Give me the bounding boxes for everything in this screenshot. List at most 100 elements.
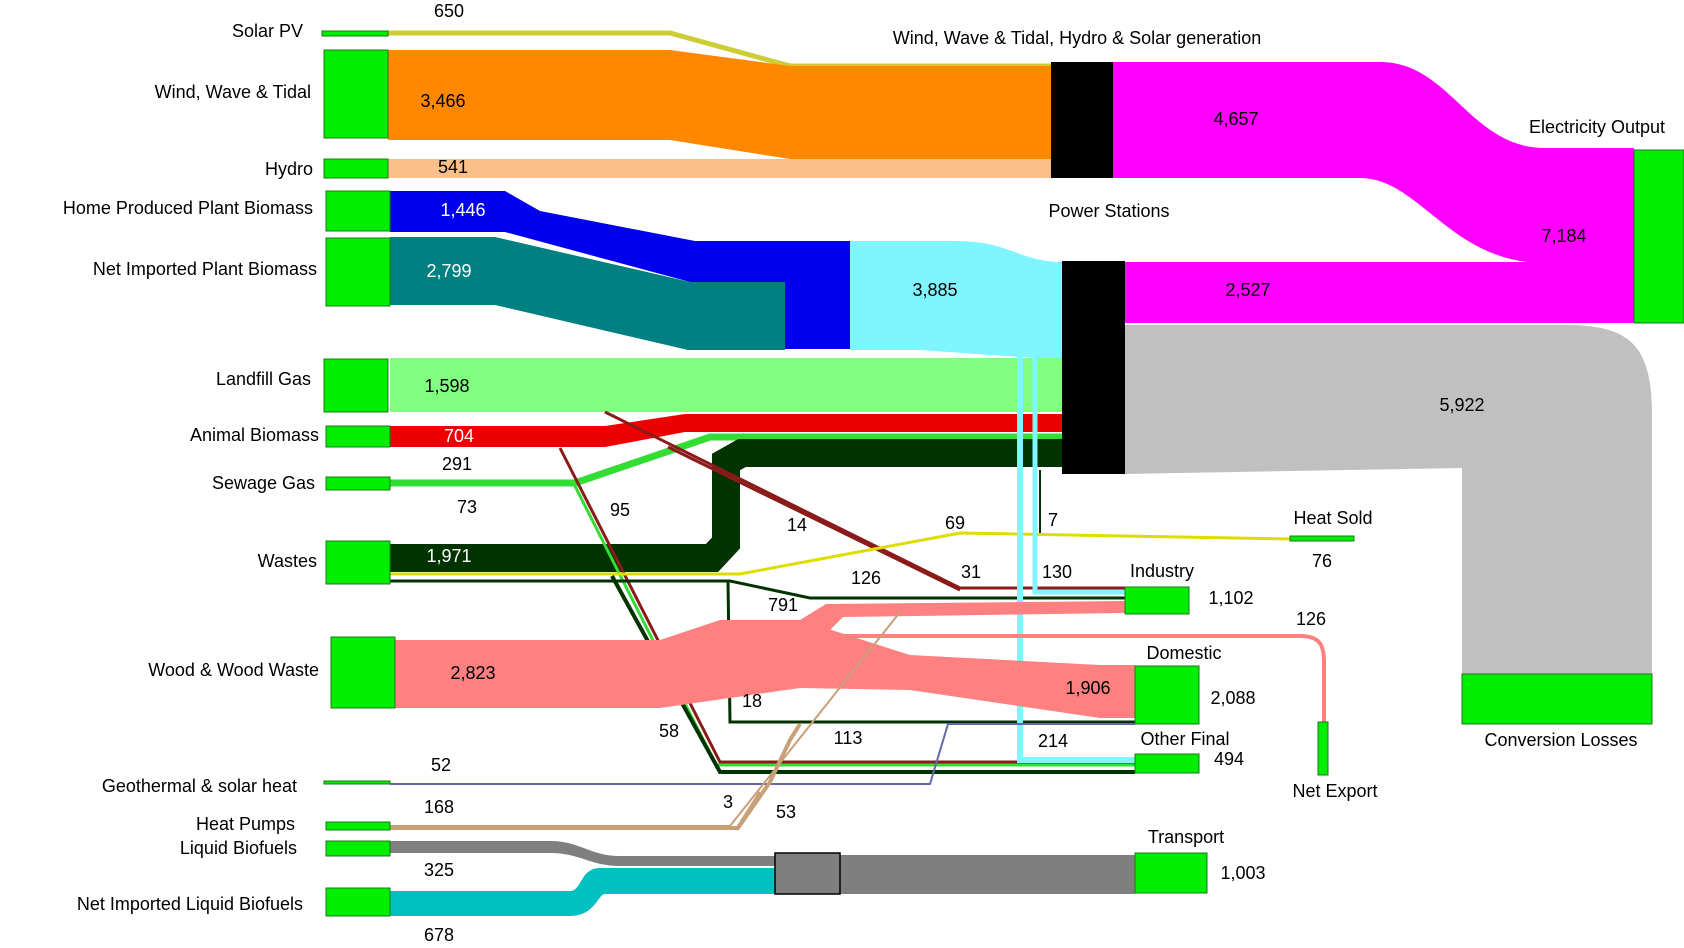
label-renewable-generation: Wind, Wave & Tidal, Hydro & Solar genera… — [893, 28, 1262, 48]
label-wind-wave-tidal: Wind, Wave & Tidal — [155, 82, 311, 102]
value-landfill-gas: 1,598 — [424, 376, 469, 396]
node-industry — [1124, 586, 1190, 615]
node-transport — [1134, 852, 1208, 894]
node-liquid-junction — [774, 852, 841, 895]
label-wood-wood-waste: Wood & Wood Waste — [148, 660, 319, 680]
flow-liquid-biofuels — [390, 841, 775, 866]
value-biomass-industry: 130 — [1042, 562, 1072, 582]
node-electricity-output — [1633, 149, 1684, 324]
value-transport: 1,003 — [1220, 863, 1265, 883]
flow-home-plant-biomass — [390, 191, 785, 282]
value-heatpump-domestic: 113 — [834, 728, 863, 748]
node-imported-liquid-biofuels — [325, 887, 391, 917]
value-industry: 1,102 — [1208, 588, 1253, 608]
value-heat-sold: 76 — [1312, 551, 1332, 571]
label-landfill-gas: Landfill Gas — [216, 369, 311, 389]
node-wood-wood-waste — [330, 636, 396, 709]
node-imported-plant-biomass — [325, 237, 391, 307]
flow-animal-to-other-final — [558, 447, 1135, 764]
flow-hydro — [388, 159, 1051, 178]
value-sewage-gas: 291 — [442, 454, 472, 474]
value-animal-industry: 14 — [787, 515, 807, 535]
flow-animal-to-domestic — [667, 445, 961, 592]
source-values: 650 3,466 541 1,446 2,799 1,598 704 291 … — [420, 1, 495, 945]
value-power-to-electricity: 2,527 — [1225, 280, 1270, 300]
label-geothermal-solar-heat: Geothermal & solar heat — [102, 776, 297, 796]
flow-power-to-conversion-losses — [1125, 325, 1652, 674]
value-animal-domestic: 31 — [961, 562, 981, 582]
value-home-plant-biomass: 1,446 — [440, 200, 485, 220]
value-animal-biomass: 704 — [444, 426, 474, 446]
value-electricity-output: 7,184 — [1541, 226, 1586, 246]
label-industry: Industry — [1130, 561, 1194, 581]
value-domestic: 2,088 — [1210, 688, 1255, 708]
node-labels: Wind, Wave & Tidal, Hydro & Solar genera… — [893, 28, 1665, 847]
value-power-losses: 5,922 — [1439, 395, 1484, 415]
value-wood-domestic: 1,906 — [1065, 678, 1110, 698]
label-liquid-biofuels: Liquid Biofuels — [180, 838, 297, 858]
flow-animal-biomass — [390, 414, 1062, 447]
label-power-stations: Power Stations — [1048, 201, 1169, 221]
value-renewable-to-electricity: 4,657 — [1213, 109, 1258, 129]
label-wastes: Wastes — [258, 551, 317, 571]
value-power-heat: 7 — [1048, 510, 1058, 530]
node-other-final — [1134, 753, 1200, 774]
flow-biomass-to-industry — [850, 340, 1125, 595]
flow-wastes-to-industry — [390, 579, 1125, 600]
node-solar-pv — [321, 30, 389, 37]
value-wind-wave-tidal: 3,466 — [420, 91, 465, 111]
label-electricity-output: Electricity Output — [1529, 117, 1665, 137]
flow-imported-liquid-biofuels — [390, 868, 775, 916]
label-home-plant-biomass: Home Produced Plant Biomass — [63, 198, 313, 218]
node-wind-wave-tidal — [323, 49, 389, 139]
node-heat-sold — [1289, 535, 1355, 542]
label-sewage-gas: Sewage Gas — [212, 473, 315, 493]
flow-value-labels: 4,657 3,885 2,527 7,184 5,922 73 95 14 6… — [457, 109, 1587, 883]
value-wastes-domestic: 18 — [742, 691, 762, 711]
node-hydro — [323, 158, 389, 179]
value-sewage-domestic: 58 — [659, 721, 679, 741]
value-wood-export: 126 — [1296, 609, 1326, 629]
value-wood-industry: 791 — [768, 595, 798, 615]
nodes-layer — [321, 30, 1684, 917]
label-animal-biomass: Animal Biomass — [190, 425, 319, 445]
node-domestic — [1134, 665, 1200, 725]
label-other-final: Other Final — [1140, 729, 1229, 749]
flow-landfill-gas — [390, 358, 1062, 412]
value-biomass-other: 214 — [1038, 731, 1068, 751]
value-other-final: 494 — [1214, 749, 1244, 769]
flow-imported-plant-biomass — [390, 237, 785, 350]
flow-heat-pumps-to-other-final — [734, 791, 762, 831]
node-biomass-junction — [785, 241, 850, 349]
flow-biomass-to-power — [850, 241, 1062, 360]
label-net-export: Net Export — [1292, 781, 1377, 801]
label-solar-pv: Solar PV — [232, 21, 303, 41]
value-wastes: 1,971 — [426, 546, 471, 566]
flow-wood-to-net-export — [790, 634, 1326, 728]
value-liquid-biofuels: 325 — [424, 860, 454, 880]
value-sewage-other: 73 — [457, 497, 477, 517]
node-landfill-gas — [323, 358, 389, 413]
node-renewable-generation — [1051, 62, 1113, 178]
flow-liquid-to-transport — [840, 855, 1135, 894]
flow-wastes-to-heat-sold — [390, 531, 1291, 576]
label-hydro: Hydro — [265, 159, 313, 179]
flow-animal-to-industry — [604, 410, 1125, 590]
value-heatpump-industry: 3 — [723, 792, 733, 812]
flow-heat-pumps-to-domestic — [390, 722, 802, 830]
value-wastes-industry: 126 — [851, 568, 881, 588]
value-heat-pumps: 168 — [424, 797, 454, 817]
label-heat-pumps: Heat Pumps — [196, 814, 295, 834]
value-imported-liquid-biofuels: 678 — [424, 925, 454, 945]
node-conversion-losses — [1461, 673, 1653, 725]
value-wood-wood-waste: 2,823 — [450, 663, 495, 683]
label-heat-sold: Heat Sold — [1293, 508, 1372, 528]
label-transport: Transport — [1148, 827, 1224, 847]
node-animal-biomass — [325, 425, 391, 448]
node-heat-pumps — [325, 821, 391, 831]
node-geothermal-solar-heat — [323, 780, 391, 785]
node-power-stations — [1062, 261, 1125, 474]
node-wastes — [325, 540, 391, 585]
flow-wind-wave-tidal — [388, 50, 1051, 159]
